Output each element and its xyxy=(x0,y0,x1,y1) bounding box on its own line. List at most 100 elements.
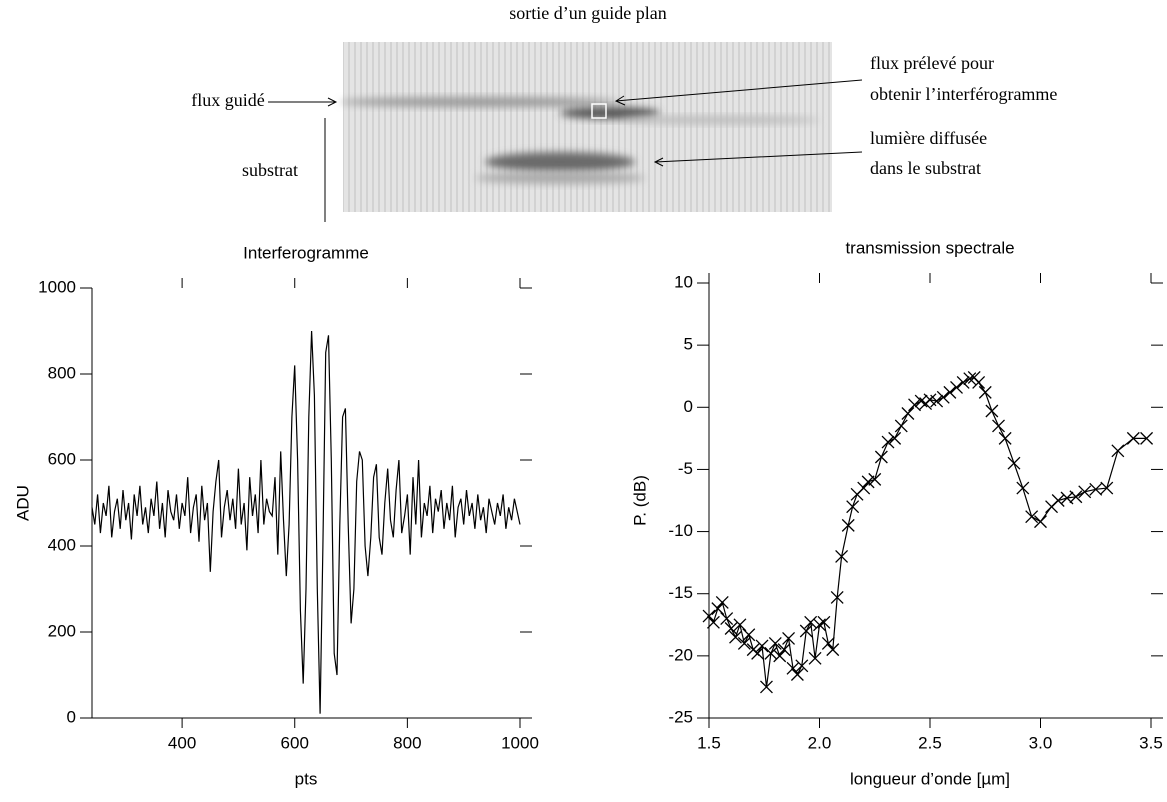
data-marker xyxy=(985,404,999,418)
data-marker xyxy=(888,431,902,445)
data-marker xyxy=(894,419,908,433)
data-marker xyxy=(768,636,782,650)
annotation: substrat xyxy=(242,160,298,180)
data-marker xyxy=(711,602,725,616)
y-tick-label: 0 xyxy=(684,397,693,416)
data-marker xyxy=(817,615,831,629)
x-tick-label: 600 xyxy=(281,733,309,752)
data-marker xyxy=(813,618,826,632)
y-tick-label: -5 xyxy=(678,459,693,478)
annotation: dans le substrat xyxy=(870,158,981,178)
data-marker xyxy=(861,475,875,489)
y-tick-label: 10 xyxy=(674,272,693,291)
y-tick-label: -15 xyxy=(668,583,693,602)
data-marker xyxy=(874,450,888,464)
data-marker xyxy=(715,595,729,609)
y-tick-label: 5 xyxy=(684,335,693,354)
data-marker xyxy=(1051,494,1065,507)
data-marker xyxy=(751,646,765,660)
data-marker xyxy=(1100,481,1114,495)
x-axis-label: longueur d’onde [µm] xyxy=(850,769,1010,788)
data-marker xyxy=(936,390,950,404)
data-marker xyxy=(1069,490,1083,504)
data-marker xyxy=(868,472,882,486)
data-marker xyxy=(790,668,804,681)
data-marker xyxy=(857,481,871,495)
y-tick-label: -25 xyxy=(668,707,693,726)
data-marker xyxy=(835,549,849,563)
data-marker xyxy=(956,375,970,389)
data-marker xyxy=(804,615,818,629)
data-marker xyxy=(786,661,800,675)
data-marker xyxy=(764,646,778,660)
x-tick-label: 1000 xyxy=(501,733,539,752)
x-tick-label: 400 xyxy=(168,733,196,752)
data-marker xyxy=(773,649,787,663)
data-marker xyxy=(706,615,720,629)
data-marker xyxy=(1078,485,1092,499)
data-marker xyxy=(1016,481,1030,495)
data-marker xyxy=(799,624,813,638)
y-axis-label: ADU xyxy=(13,485,32,521)
data-marker xyxy=(1126,431,1140,445)
data-line xyxy=(91,330,521,714)
image-title: sortie d’un guide plan xyxy=(509,3,666,23)
data-marker xyxy=(950,380,963,394)
annotation: lumière diffusée xyxy=(870,128,987,148)
sample-image xyxy=(340,42,832,212)
data-marker xyxy=(702,609,716,623)
data-marker xyxy=(908,398,921,412)
data-marker xyxy=(1034,515,1047,529)
annotation: flux prélevé pour xyxy=(870,53,994,73)
data-marker xyxy=(826,643,840,657)
annotation: flux guidé xyxy=(191,90,265,110)
data-marker xyxy=(998,431,1012,445)
data-marker xyxy=(724,622,738,635)
data-marker xyxy=(795,659,809,673)
data-marker xyxy=(742,628,756,642)
arrows xyxy=(268,79,863,222)
x-tick-label: 3.5 xyxy=(1139,733,1163,752)
x-axis-label: pts xyxy=(295,769,318,788)
x-tick-label: 2.0 xyxy=(808,733,832,752)
data-marker xyxy=(760,680,773,694)
y-tick-label: 400 xyxy=(48,535,76,554)
y-tick-label: 1000 xyxy=(38,277,76,296)
data-marker xyxy=(777,643,791,657)
data-marker xyxy=(782,631,796,645)
data-marker xyxy=(821,636,835,650)
data-line xyxy=(708,376,1147,687)
data-marker xyxy=(808,651,822,665)
data-marker xyxy=(1089,482,1103,496)
data-marker xyxy=(1007,456,1021,470)
data-marker xyxy=(972,375,986,389)
data-marker xyxy=(830,590,844,604)
data-marker xyxy=(733,618,747,632)
data-marker xyxy=(978,385,992,399)
data-marker xyxy=(1111,444,1125,458)
x-tick-label: 3.0 xyxy=(1029,733,1053,752)
data-marker xyxy=(992,419,1005,433)
y-tick-label: -10 xyxy=(668,521,693,540)
data-marker xyxy=(841,518,855,532)
data-marker xyxy=(881,435,895,449)
chart-title: Interferogramme xyxy=(243,243,369,262)
y-tick-label: 0 xyxy=(67,707,76,726)
data-marker xyxy=(1025,510,1039,524)
data-marker xyxy=(729,630,742,644)
x-tick-label: 1.5 xyxy=(697,733,721,752)
y-axis-label: P. (dB) xyxy=(630,475,649,526)
data-marker xyxy=(930,394,944,408)
data-marker xyxy=(901,407,915,420)
data-marker xyxy=(963,372,977,386)
annotation: obtenir l’interférogramme xyxy=(870,84,1057,104)
data-marker xyxy=(1140,431,1154,445)
y-tick-label: 600 xyxy=(48,449,76,468)
data-marker xyxy=(943,385,957,399)
data-marker xyxy=(755,639,769,653)
chart-title: transmission spectrale xyxy=(845,238,1014,257)
y-tick-label: 200 xyxy=(48,621,76,640)
x-tick-label: 2.5 xyxy=(918,733,942,752)
x-tick-label: 800 xyxy=(393,733,421,752)
